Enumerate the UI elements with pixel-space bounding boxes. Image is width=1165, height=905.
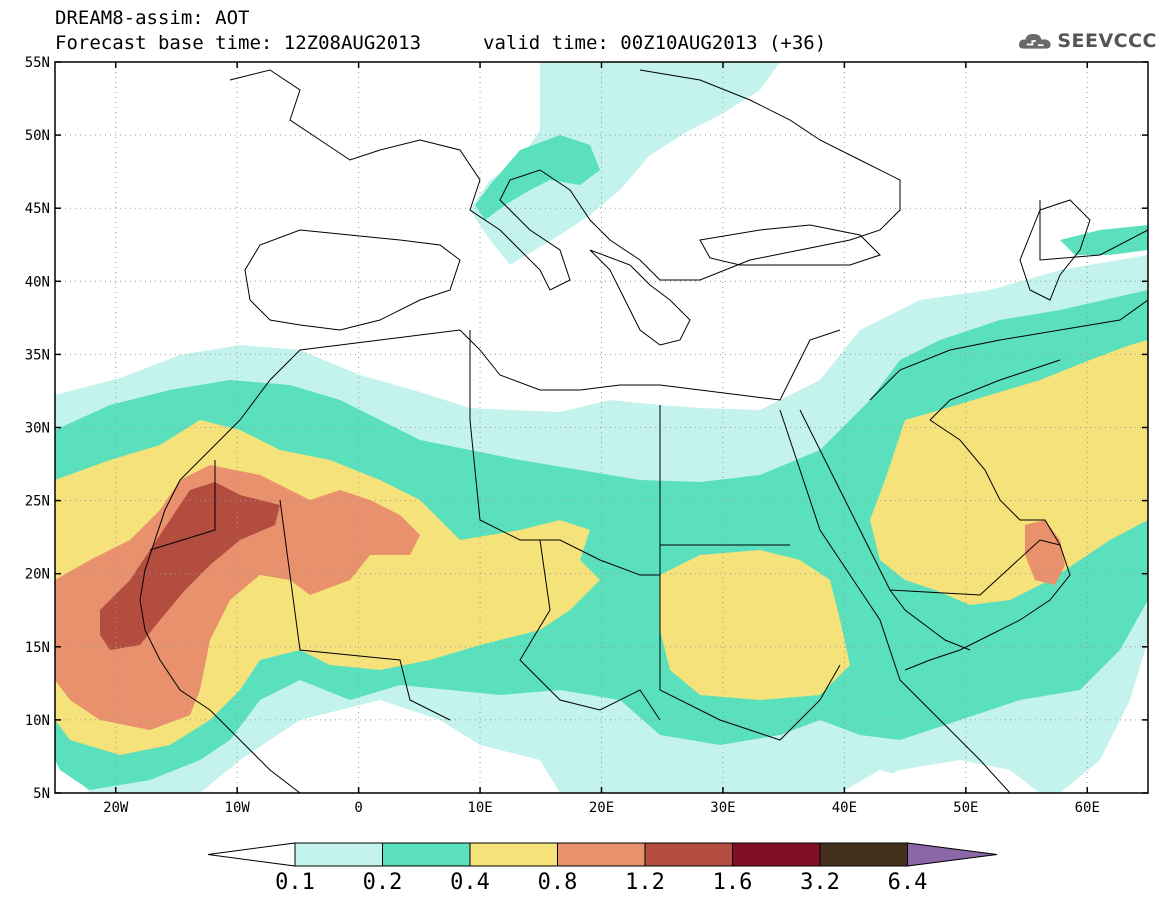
colorbar-swatch [382,842,471,867]
colorbar-legend: 0.1 0.2 0.4 0.8 1.2 1.6 3.2 6.4 [207,842,998,895]
map-title: DREAM8-assim: AOT [55,7,250,29]
lat-label: 30N [25,421,50,437]
seevccc-logo: SEEVCCC [1017,24,1157,58]
aot-band-0.2 [55,290,1148,790]
aot-band-0.4-arabia [870,340,1148,605]
lat-label: 15N [25,640,50,656]
lon-label: 30E [710,800,735,816]
colorbar-label: 0.2 [363,870,403,895]
lon-label: 10E [467,800,492,816]
lon-label: 0 [354,800,362,816]
cloud-icon [1019,33,1051,49]
lat-label: 20N [25,567,50,583]
lon-label: 50E [953,800,978,816]
colorbar-low-arrow [207,842,296,867]
colorbar-swatch [732,842,821,867]
coastlines [139,69,1148,793]
lat-label: 55N [25,55,50,71]
colorbar-swatch [294,842,383,867]
colorbar-high-arrow [907,842,998,867]
aot-band-0.2-caspian [1060,225,1148,255]
lon-label: 60E [1075,800,1100,816]
colorbar-label: 0.8 [538,870,578,895]
low-aot-south-west [230,720,520,793]
lat-label: 40N [25,274,50,290]
colorbar-swatch [644,842,733,867]
colorbar-label: 0.1 [275,870,315,895]
colorbar-label: 6.4 [888,870,928,895]
low-aot-south-east [850,760,1040,793]
colorbar-swatch [557,842,646,867]
colorbar-label: 1.6 [713,870,753,895]
colorbar-swatch [469,842,558,867]
lat-label: 45N [25,201,50,217]
lat-label: 10N [25,713,50,729]
aot-band-1.2 [100,482,280,650]
aot-band-0.4-sudan [660,550,850,700]
lat-label: 25N [25,494,50,510]
aot-band-0.8 [55,465,420,730]
lat-label: 50N [25,128,50,144]
colorbar-label: 3.2 [800,870,840,895]
valid-time: valid time: 00Z10AUG2013 (+36) [483,32,827,54]
colorbar-swatch [819,842,908,867]
aot-field-layer [55,62,1148,793]
colorbar-label: 0.4 [450,870,490,895]
aot-band-0.1-north [470,62,780,265]
lon-label: 40E [832,800,857,816]
lon-label: 20W [103,800,129,816]
longitude-labels: 20W 10W 0 10E 20E 30E 40E 50E 60E [103,800,1100,816]
colorbar-label: 1.2 [625,870,665,895]
aot-band-0.2-north [475,135,600,220]
lon-label: 10W [225,800,251,816]
lat-label: 35N [25,347,50,363]
lat-label: 5N [33,786,50,802]
lon-label: 20E [589,800,614,816]
forecast-base-time: Forecast base time: 12Z08AUG2013 [55,32,422,54]
axis-ticks [55,61,1148,794]
logo-text: SEEVCCC [1057,30,1157,52]
latitude-labels: 55N 50N 45N 40N 35N 30N 25N 20N 15N 10N 5N [25,55,50,802]
